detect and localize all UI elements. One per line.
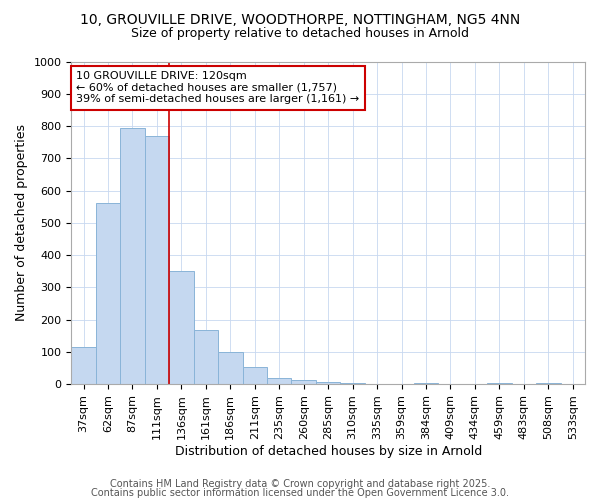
Bar	[120, 128, 145, 384]
Y-axis label: Number of detached properties: Number of detached properties	[15, 124, 28, 322]
Text: 10, GROUVILLE DRIVE, WOODTHORPE, NOTTINGHAM, NG5 4NN: 10, GROUVILLE DRIVE, WOODTHORPE, NOTTING…	[80, 12, 520, 26]
Bar	[242, 367, 267, 384]
Bar	[145, 136, 169, 384]
Text: 10 GROUVILLE DRIVE: 120sqm
← 60% of detached houses are smaller (1,757)
39% of s: 10 GROUVILLE DRIVE: 120sqm ← 60% of deta…	[76, 71, 359, 104]
Text: Size of property relative to detached houses in Arnold: Size of property relative to detached ho…	[131, 28, 469, 40]
Bar	[340, 382, 365, 384]
Bar	[487, 382, 512, 384]
Bar	[218, 352, 242, 384]
Bar	[267, 378, 292, 384]
X-axis label: Distribution of detached houses by size in Arnold: Distribution of detached houses by size …	[175, 444, 482, 458]
Text: Contains public sector information licensed under the Open Government Licence 3.: Contains public sector information licen…	[91, 488, 509, 498]
Bar	[316, 382, 340, 384]
Bar	[96, 204, 120, 384]
Bar	[414, 382, 438, 384]
Text: Contains HM Land Registry data © Crown copyright and database right 2025.: Contains HM Land Registry data © Crown c…	[110, 479, 490, 489]
Bar	[536, 382, 560, 384]
Bar	[292, 380, 316, 384]
Bar	[194, 330, 218, 384]
Bar	[169, 272, 194, 384]
Bar	[71, 347, 96, 384]
